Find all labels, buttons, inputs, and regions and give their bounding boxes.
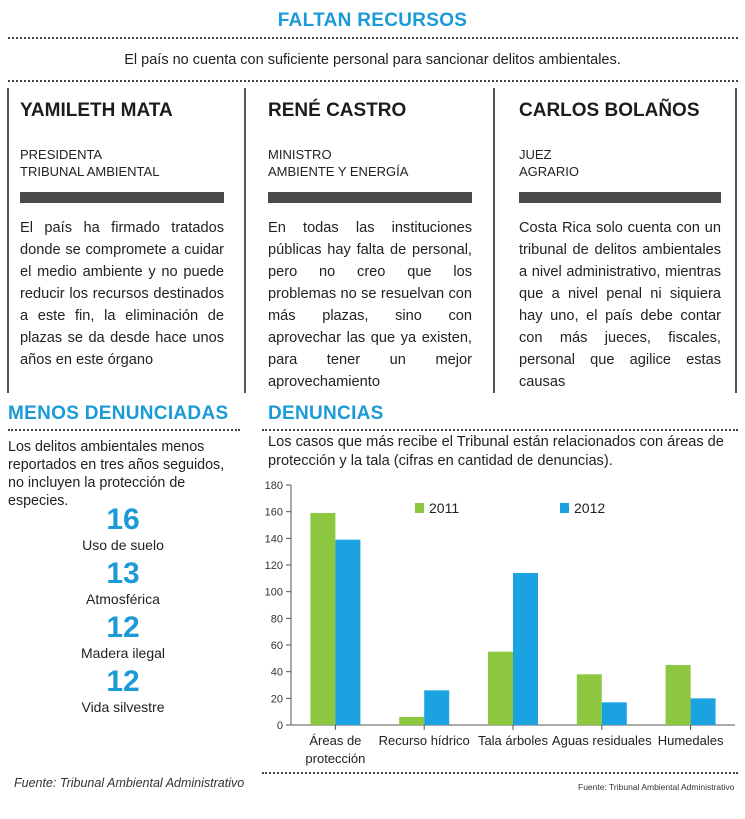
stat-item: 12 Madera ilegal xyxy=(8,611,238,661)
denuncias-chart: 0 20 40 60 80 100 120 140 160 180 Áreas de protecci… xyxy=(265,480,735,766)
x-tick-label: Recurso hídrico xyxy=(379,733,470,748)
person-name: RENÉ CASTRO xyxy=(268,100,407,121)
bar-2011 xyxy=(399,717,425,725)
role-line: JUEZ xyxy=(519,147,552,162)
subtitle-divider xyxy=(8,80,738,82)
quote-column-mata: YAMILETH MATA PRESIDENTA TRIBUNAL AMBIEN… xyxy=(20,100,224,371)
role-line: AMBIENTE Y ENERGÍA xyxy=(268,164,409,179)
name-bar xyxy=(519,192,721,203)
role-line: TRIBUNAL AMBIENTAL xyxy=(20,164,160,179)
x-tick-label: Tala árboles xyxy=(478,733,549,748)
stat-item: 12 Vida silvestre xyxy=(8,665,238,715)
name-bar xyxy=(20,192,224,203)
person-role: JUEZ AGRARIO xyxy=(519,146,721,180)
denuncias-divider xyxy=(262,429,738,431)
bar-2011 xyxy=(576,674,602,725)
y-tick-label: 20 xyxy=(271,693,283,705)
y-tick-label: 120 xyxy=(265,560,283,572)
person-quote: En todas las instituciones públicas hay … xyxy=(268,220,472,390)
person-quote: El país ha firmado tratados donde se com… xyxy=(20,220,224,368)
stat-label: Atmosférica xyxy=(86,591,160,607)
y-tick-label: 80 xyxy=(271,613,283,625)
bar-2012 xyxy=(513,573,538,725)
chart-bottom-divider xyxy=(262,772,738,774)
bar-2011 xyxy=(665,665,691,725)
role-line: PRESIDENTA xyxy=(20,147,103,162)
stat-item: 13 Atmosférica xyxy=(8,557,238,607)
bar-2012 xyxy=(601,702,627,725)
stat-value: 16 xyxy=(106,503,140,536)
stat-label: Vida silvestre xyxy=(81,699,165,715)
denuncias-intro: Los casos que más recibe el Tribunal est… xyxy=(268,434,724,469)
x-tick-label: protección xyxy=(305,751,365,766)
stat-item: 16 Uso de suelo xyxy=(8,503,238,553)
stat-value: 12 xyxy=(106,611,140,644)
bar-2012 xyxy=(690,698,716,725)
column-divider-1 xyxy=(244,88,246,393)
page-title: FALTAN RECURSOS xyxy=(277,10,468,31)
person-name: CARLOS BOLAÑOS xyxy=(519,100,700,121)
page-subtitle: El país no cuenta con suficiente persona… xyxy=(124,52,621,68)
x-tick-label: Humedales xyxy=(658,733,724,748)
person-name: YAMILETH MATA xyxy=(20,100,173,121)
stat-label: Uso de suelo xyxy=(82,537,164,553)
column-border-right xyxy=(735,88,737,393)
legend-swatch xyxy=(560,503,569,513)
y-tick-label: 0 xyxy=(277,720,283,732)
y-tick-label: 60 xyxy=(271,640,283,652)
source-left: Fuente: Tribunal Ambiental Administrativ… xyxy=(14,776,245,790)
stat-value: 12 xyxy=(106,665,140,698)
role-line: MINISTRO xyxy=(268,147,332,162)
header-divider xyxy=(8,37,738,39)
menos-title: MENOS DENUNCIADAS xyxy=(8,403,229,424)
bar-2012 xyxy=(424,690,450,725)
quote-column-bolanos: CARLOS BOLAÑOS JUEZ AGRARIO Costa Rica s… xyxy=(519,100,721,393)
legend-label: 2011 xyxy=(429,500,459,516)
legend-swatch xyxy=(415,503,424,513)
y-tick-label: 180 xyxy=(265,480,283,492)
x-tick-label: Aguas residuales xyxy=(552,733,652,748)
menos-intro: Los delitos ambientales menos reportados… xyxy=(8,439,225,509)
stat-value: 13 xyxy=(106,557,140,590)
bar-2011 xyxy=(310,513,336,725)
role-line: AGRARIO xyxy=(519,164,579,179)
x-tick-label: Áreas de xyxy=(309,733,361,748)
menos-divider xyxy=(8,429,240,431)
y-tick-label: 160 xyxy=(265,507,283,519)
legend-label: 2012 xyxy=(574,500,605,516)
person-role: MINISTRO AMBIENTE Y ENERGÍA xyxy=(268,146,472,180)
person-quote: Costa Rica solo cuenta con un tribunal d… xyxy=(519,220,721,390)
name-bar xyxy=(268,192,472,203)
column-border-left xyxy=(7,88,9,393)
bar-2012 xyxy=(335,539,361,725)
column-divider-2 xyxy=(493,88,495,393)
quote-column-castro: RENÉ CASTRO MINISTRO AMBIENTE Y ENERGÍA … xyxy=(268,100,472,393)
person-role: PRESIDENTA TRIBUNAL AMBIENTAL xyxy=(20,146,224,180)
stat-label: Madera ilegal xyxy=(80,645,166,661)
denuncias-title: DENUNCIAS xyxy=(268,403,384,424)
menos-stats: 16 Uso de suelo 13 Atmosférica 12 Madera… xyxy=(8,503,238,715)
bar-2011 xyxy=(488,651,513,725)
y-tick-label: 40 xyxy=(271,667,283,679)
y-tick-label: 100 xyxy=(265,587,283,599)
y-tick-label: 140 xyxy=(265,533,283,545)
source-right: Fuente: Tribunal Ambiental Administrativ… xyxy=(578,782,735,792)
